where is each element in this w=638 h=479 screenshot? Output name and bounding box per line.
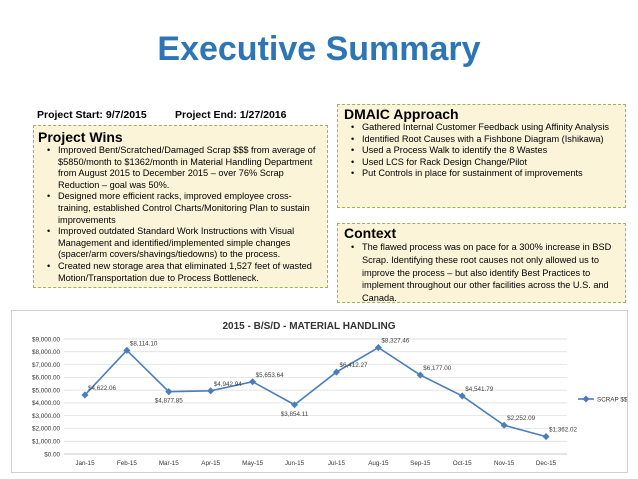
data-point [374, 344, 382, 352]
data-label: $4,942.94 [214, 381, 243, 388]
y-tick-label: $3,000.00 [32, 413, 61, 420]
legend-label: SCRAP $$ [597, 396, 627, 403]
data-label: $4,877.85 [155, 398, 184, 405]
data-label: $8,327.46 [381, 338, 410, 345]
legend-marker [582, 395, 590, 403]
x-tick-label: May-15 [242, 460, 263, 467]
data-label: $3,854.11 [281, 411, 309, 418]
x-tick-label: Dec-15 [536, 460, 557, 467]
data-label: $8,114.10 [130, 340, 158, 347]
data-label: $4,541.79 [465, 386, 494, 393]
data-label: $4,622.06 [88, 385, 117, 392]
chart-frame: 2015 - B/S/D - MATERIAL HANDLING $0.00 $1… [11, 310, 628, 473]
list-item: Improved outdated Standard Work Instruct… [47, 226, 321, 261]
context-heading: Context [344, 225, 397, 241]
list-item: Improved Bent/Scratched/Damaged Scrap $$… [47, 145, 321, 191]
y-tick-label: $8,000.00 [32, 349, 61, 356]
data-point [291, 401, 299, 409]
data-point [81, 391, 89, 399]
project-wins-heading: Project Wins [38, 129, 123, 145]
list-item: Used a Process Walk to identify the 8 Wa… [351, 145, 619, 157]
x-tick-label: Aug-15 [368, 460, 389, 467]
data-label: $2,252.09 [507, 415, 536, 422]
y-tick-label: $1,000.00 [32, 439, 61, 446]
x-tick-label: Jun-15 [285, 460, 305, 467]
y-tick-label: $7,000.00 [32, 362, 61, 369]
y-tick-label: $6,000.00 [32, 375, 61, 382]
y-tick-label: $2,000.00 [32, 426, 61, 433]
list-item: Designed more efficient racks, improved … [47, 191, 321, 226]
data-point [458, 392, 466, 400]
slide-title: Executive Summary [157, 30, 481, 68]
data-point [416, 371, 424, 379]
data-label: $6,177.00 [423, 365, 452, 372]
list-item: The flawed process was on pace for a 300… [351, 241, 619, 305]
data-point [123, 346, 131, 354]
x-tick-label: Jul-15 [328, 460, 346, 467]
data-point [500, 421, 508, 429]
series-line-scrap [84, 346, 547, 438]
y-tick-label: $4,000.00 [32, 400, 61, 407]
x-tick-label: Feb-15 [117, 460, 137, 467]
data-label: $6,412.27 [339, 362, 368, 369]
data-point [249, 378, 257, 386]
chart-title: 2015 - B/S/D - MATERIAL HANDLING [223, 321, 396, 332]
context-list: The flawed process was on pace for a 300… [344, 241, 619, 305]
y-tick-label: $9,000.00 [32, 336, 61, 343]
x-tick-label: Jan-15 [75, 460, 95, 467]
x-tick-label: Apr-15 [201, 460, 220, 467]
data-point [332, 368, 340, 376]
y-tick-label: $5,000.00 [32, 387, 61, 394]
context-box: Context The flawed process was on pace f… [337, 223, 626, 303]
dmaic-list: Gathered Internal Customer Feedback usin… [344, 122, 619, 180]
dmaic-heading: DMAIC Approach [344, 106, 459, 122]
x-tick-label: Oct-15 [453, 460, 472, 467]
data-point [542, 433, 550, 441]
data-point [207, 387, 215, 395]
x-tick-label: Mar-15 [159, 460, 179, 467]
project-wins-list: Improved Bent/Scratched/Damaged Scrap $$… [38, 145, 321, 284]
data-label: $5,653.64 [256, 372, 285, 379]
dmaic-approach-box: DMAIC Approach Gathered Internal Custome… [337, 104, 626, 208]
project-wins-box: Project Wins Improved Bent/Scratched/Dam… [33, 125, 328, 288]
data-point [165, 388, 173, 396]
list-item: Identified Root Causes with a Fishbone D… [351, 134, 619, 146]
list-item: Put Controls in place for sustainment of… [351, 168, 619, 180]
list-item: Gathered Internal Customer Feedback usin… [351, 122, 619, 134]
y-tick-label: $0.00 [44, 451, 60, 458]
data-label: $1,362.02 [549, 427, 578, 434]
project-start: Project Start: 9/7/2015 [37, 109, 147, 121]
x-tick-label: Sep-15 [410, 460, 431, 467]
scrap-line-chart: 2015 - B/S/D - MATERIAL HANDLING $0.00 $1… [32, 321, 628, 467]
x-tick-label: Nov-15 [494, 460, 515, 467]
list-item: Created new storage area that eliminated… [47, 261, 321, 284]
project-end: Project End: 1/27/2016 [175, 109, 287, 121]
list-item: Used LCS for Rack Design Change/Pilot [351, 157, 619, 169]
